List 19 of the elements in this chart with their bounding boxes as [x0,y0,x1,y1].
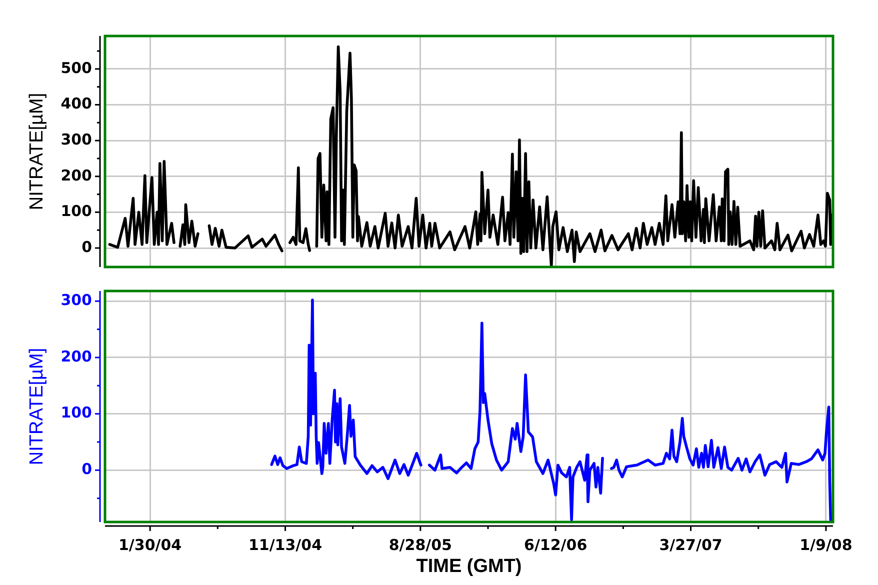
y-tick-label: 400 [60,94,92,113]
x-tick-label: 8/28/05 [388,536,452,554]
y-tick-label: 100 [60,404,92,422]
x-tick-label: 6/12/06 [524,536,588,554]
y-tick-label: 0 [82,238,92,256]
y-tick-label: 300 [60,291,92,310]
x-tick-label: 1/9/08 [800,536,852,554]
y-tick-label: 200 [60,347,92,366]
y-axis-title: NITRATE[µM] [26,92,48,210]
y-tick-label: 0 [82,460,92,478]
x-axis-title: TIME (GMT) [416,556,522,577]
y-tick-label: 300 [60,130,92,148]
y-tick-label: 200 [60,166,92,184]
y-tick-label: 100 [60,202,92,220]
x-tick-label: 11/13/04 [248,536,322,554]
y-axis-title: NITRATE[µM] [26,348,48,466]
x-tick-label: 1/30/04 [118,536,182,554]
x-tick-label: 3/27/07 [659,536,722,554]
y-tick-label: 500 [60,58,92,77]
